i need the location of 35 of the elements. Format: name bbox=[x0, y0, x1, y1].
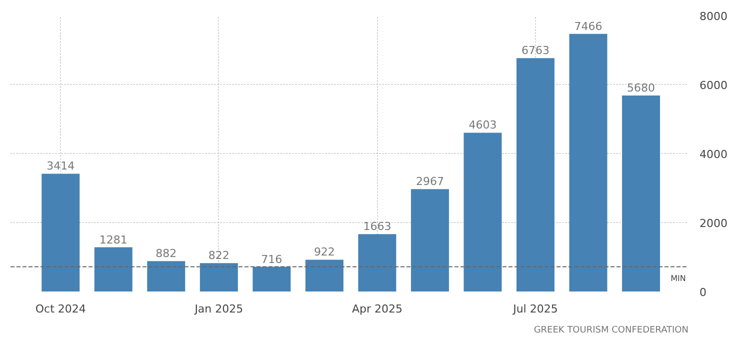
y-tick-label: 4000 bbox=[700, 148, 728, 161]
bar bbox=[569, 34, 608, 292]
data-label: 882 bbox=[156, 247, 177, 260]
data-label: 5680 bbox=[627, 82, 656, 95]
data-label: 716 bbox=[261, 252, 282, 266]
bar bbox=[358, 234, 396, 292]
bar bbox=[94, 247, 132, 292]
bar bbox=[410, 189, 449, 292]
data-label: 2967 bbox=[416, 175, 444, 188]
data-label: 4603 bbox=[468, 118, 497, 132]
bar bbox=[200, 263, 238, 292]
bar bbox=[305, 260, 344, 292]
y-tick-label: 2000 bbox=[700, 217, 728, 230]
x-tick-label: Apr 2025 bbox=[352, 302, 402, 316]
bar bbox=[622, 96, 660, 292]
y-tick-label: 6000 bbox=[700, 79, 728, 92]
x-tick-label: Oct 2024 bbox=[35, 302, 86, 316]
y-tick-label: 8000 bbox=[700, 10, 728, 23]
data-label: 1663 bbox=[363, 220, 392, 234]
bar bbox=[516, 58, 554, 292]
bar bbox=[464, 132, 502, 292]
data-label: 922 bbox=[314, 246, 335, 259]
bar bbox=[42, 174, 80, 292]
bar bbox=[147, 261, 186, 292]
data-label: 3414 bbox=[46, 160, 75, 173]
x-tick-label: Jul 2025 bbox=[512, 302, 558, 316]
data-label: 1281 bbox=[99, 233, 128, 246]
data-label: 7466 bbox=[574, 20, 602, 33]
data-label: 822 bbox=[208, 249, 230, 262]
ref-line-label: MIN bbox=[670, 274, 686, 283]
bar bbox=[252, 266, 291, 292]
text: GREEK TOURISM CONFEDERATION bbox=[534, 326, 689, 336]
data-label: 6763 bbox=[521, 44, 550, 58]
y-tick-label: 0 bbox=[700, 286, 706, 299]
x-tick-label: Jan 2025 bbox=[194, 302, 244, 316]
